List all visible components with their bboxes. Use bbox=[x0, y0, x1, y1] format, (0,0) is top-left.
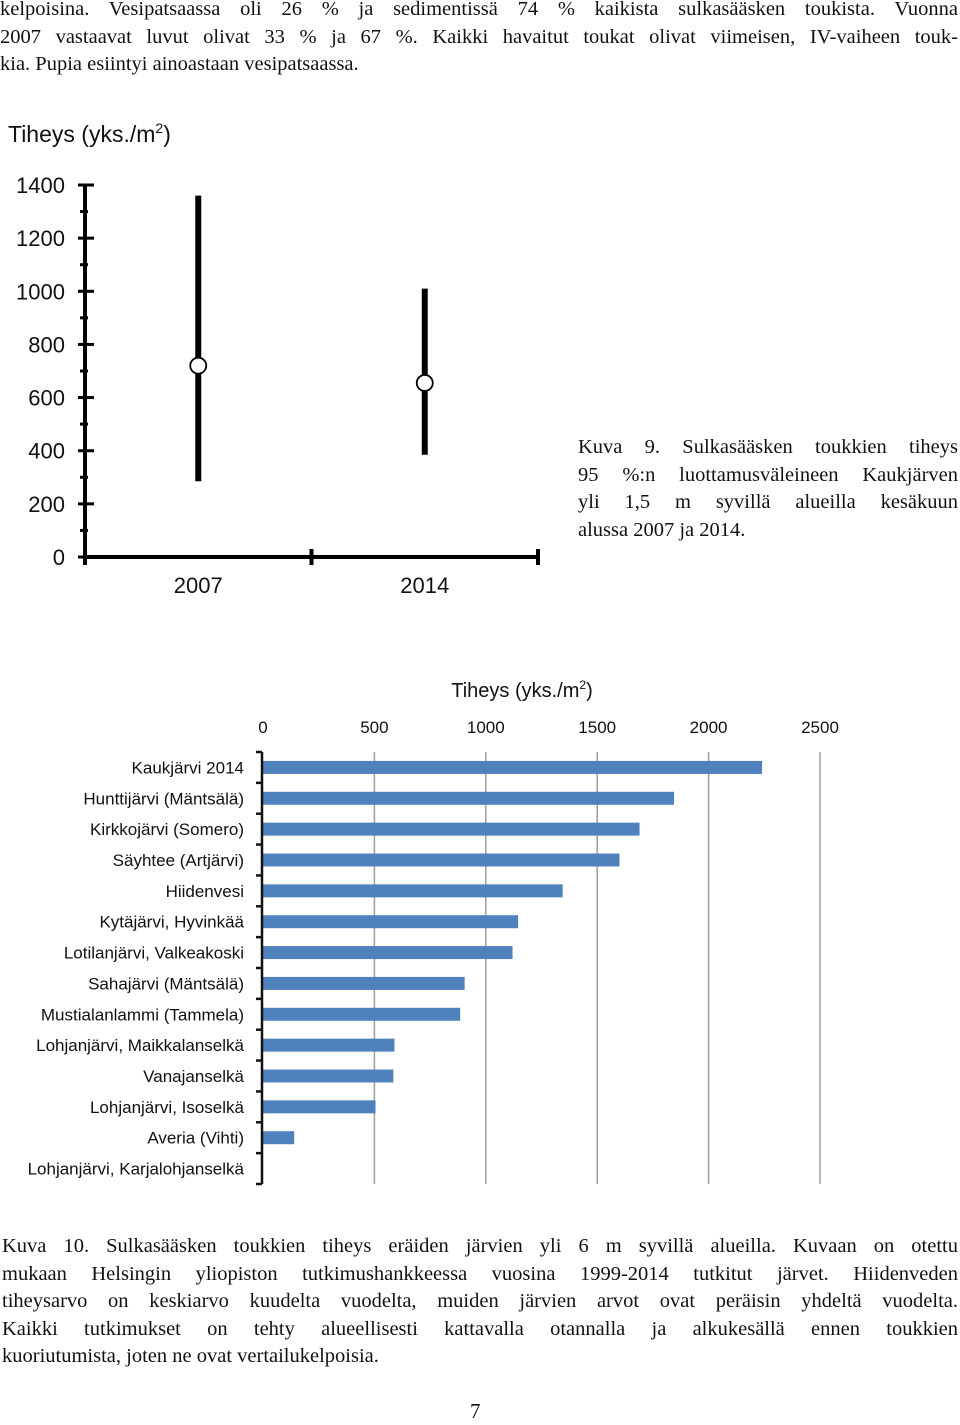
bar bbox=[263, 1131, 295, 1145]
bar bbox=[263, 853, 620, 867]
category-label: Kytäjärvi, Hyvinkää bbox=[99, 913, 244, 932]
category-label: Averia (Vihti) bbox=[147, 1129, 244, 1148]
y-tick-label: 400 bbox=[28, 439, 65, 464]
figure-9-caption: Kuva 9. Sulkasääsken toukkien tiheys 95 … bbox=[578, 434, 958, 544]
y-tick-label: 600 bbox=[28, 386, 65, 411]
intro-line: kelpoisina. Vesipatsaassa oli 26 % ja se… bbox=[0, 0, 958, 20]
x-tick-label: 1500 bbox=[578, 718, 616, 737]
bar bbox=[263, 760, 763, 774]
category-label: Mustialanlammi (Tammela) bbox=[41, 1005, 244, 1024]
bar bbox=[263, 976, 465, 990]
x-tick-label: 1000 bbox=[467, 718, 505, 737]
y-axis-title: Tiheys (yks./m2) bbox=[8, 120, 171, 147]
x-tick-label: 0 bbox=[258, 718, 267, 737]
y-tick-label: 0 bbox=[53, 545, 65, 570]
y-tick-label: 200 bbox=[28, 492, 65, 517]
caption-line: Kuva 9. Sulkasääsken toukkien tiheys bbox=[578, 436, 958, 458]
y-tick-label: 1400 bbox=[16, 173, 65, 198]
bar bbox=[263, 915, 519, 929]
caption-line: mukaan Helsingin yliopiston tutkimushank… bbox=[2, 1262, 958, 1285]
caption-line: yli 1,5 m syvillä alueilla kesäkuun bbox=[578, 491, 958, 513]
figure-9-chart: Tiheys (yks./m2) 0 200 400 600 800 1000 1200 140… bbox=[8, 120, 540, 598]
bar bbox=[263, 1100, 376, 1114]
category-label: Kirkkojärvi (Somero) bbox=[90, 820, 244, 839]
category-label: Sahajärvi (Mäntsälä) bbox=[88, 974, 244, 993]
intro-paragraph: kelpoisina. Vesipatsaassa oli 26 % ja se… bbox=[0, 0, 958, 79]
bar bbox=[263, 822, 640, 836]
y-tick-label: 800 bbox=[28, 332, 65, 357]
data-point bbox=[415, 374, 434, 392]
page-number: 7 bbox=[470, 1399, 481, 1423]
x-tick-label: 2000 bbox=[690, 718, 728, 737]
x-tick-label: 2500 bbox=[801, 718, 839, 737]
category-label: Lohjanjärvi, Isoselkä bbox=[90, 1098, 245, 1117]
caption-line: 95 %:n luottamusväleineen Kaukjärven bbox=[578, 463, 958, 486]
figure-10-chart: Tiheys (yks./m2) 0 500 1000 1500 2000 2500 Kauk… bbox=[28, 678, 839, 1186]
y-tick-label: 1000 bbox=[16, 279, 65, 304]
category-label: Lohjanjärvi, Karjalohjanselkä bbox=[28, 1160, 245, 1179]
category-label: Lotilanjärvi, Valkeakoski bbox=[64, 944, 244, 963]
data-point bbox=[189, 356, 208, 375]
category-label: Säyhtee (Artjärvi) bbox=[113, 851, 244, 870]
x-tick-label: 500 bbox=[360, 718, 388, 737]
figure-10-caption: Kuva 10. Sulkasääsken toukkien tiheys er… bbox=[2, 1233, 958, 1371]
category-label: Lohjanjärvi, Maikkalanselkä bbox=[36, 1036, 244, 1055]
x-tick-label: 2007 bbox=[174, 573, 223, 598]
bar bbox=[263, 1007, 461, 1021]
y-tick-label: 1200 bbox=[16, 226, 65, 251]
x-tick-label: 2014 bbox=[400, 573, 449, 598]
bar bbox=[263, 884, 563, 898]
caption-line: Kuva 10. Sulkasääsken toukkien tiheys er… bbox=[2, 1235, 958, 1257]
bar bbox=[263, 946, 513, 960]
bar bbox=[263, 1069, 394, 1083]
bar bbox=[263, 791, 675, 805]
caption-line: Kaikki tutkimukset on tehty alueellisest… bbox=[2, 1317, 958, 1340]
caption-line: alussa 2007 ja 2014. bbox=[578, 518, 746, 541]
intro-line: 2007 vastaavat luvut olivat 33 % ja 67 %… bbox=[0, 25, 958, 48]
x-axis-title: Tiheys (yks./m2) bbox=[451, 678, 593, 702]
category-label: Hiidenvesi bbox=[166, 882, 244, 901]
caption-line: kuoriutumista, joten ne ovat vertailukel… bbox=[2, 1345, 379, 1367]
intro-line: kia. Pupia esiintyi ainoastaan vesipatsa… bbox=[0, 53, 359, 75]
category-label: Kaukjärvi 2014 bbox=[132, 758, 244, 777]
category-label: Vanajanselkä bbox=[143, 1067, 244, 1086]
caption-line: tiheysarvo on keskiarvo kuudelta vuodelt… bbox=[2, 1290, 958, 1312]
bar bbox=[263, 1038, 395, 1052]
category-label: Hunttijärvi (Mäntsälä) bbox=[83, 789, 244, 808]
